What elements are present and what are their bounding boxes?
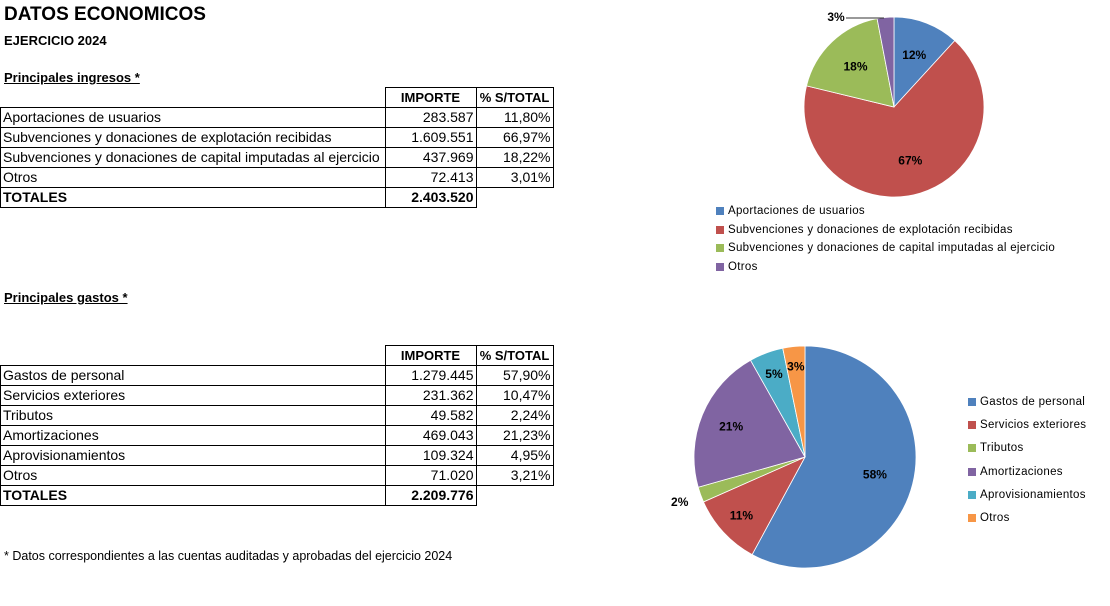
legend-item: Aportaciones de usuarios (716, 202, 1055, 221)
row-pct: 3,21% (475, 465, 554, 486)
pie-data-label: 5% (765, 367, 783, 381)
legend-item: Aprovisionamientos (968, 483, 1086, 506)
gastos-pie-chart: 58% 11% 2% 21% 5% 3% (671, 345, 917, 569)
legend-swatch (968, 444, 976, 453)
row-pct: 10,47% (475, 385, 554, 406)
legend-item: Subvenciones y donaciones de explotación… (716, 221, 1055, 240)
legend-label: Gastos de personal (980, 395, 1086, 408)
row-importe: 109.324 (384, 445, 477, 466)
legend-swatch (968, 420, 976, 429)
legend-item: Servicios exteriores (968, 413, 1086, 436)
row-label: Gastos de personal (0, 365, 386, 386)
legend-swatch (968, 467, 976, 476)
pie-slice (806, 18, 895, 108)
totals-label: TOTALES (0, 485, 386, 506)
legend-swatch (716, 244, 724, 253)
row-label: Subvenciones y donaciones de explotación… (0, 127, 386, 148)
col-pct: % S/TOTAL (475, 345, 554, 366)
pie-slice (893, 16, 956, 109)
totals-value: 2.403.520 (384, 187, 477, 208)
row-importe: 71.020 (384, 465, 477, 486)
ingresos-legend: Aportaciones de usuarios Subvenciones y d… (716, 202, 1055, 276)
table-row: Servicios exteriores 231.362 10,47% (0, 385, 554, 406)
legend-label: Otros (728, 260, 758, 273)
gastos-table: IMPORTE% S/TOTAL Gastos de personal 1.279… (0, 345, 554, 506)
table-row: Subvenciones y donaciones de explotación… (0, 127, 554, 148)
row-pct: 3,01% (475, 167, 554, 188)
table-row: Subvenciones y donaciones de capital imp… (0, 147, 554, 168)
ingresos-table: IMPORTE% S/TOTAL Aportaciones de usuario… (0, 87, 554, 208)
pie-data-label: 67% (898, 153, 922, 167)
pie-slice (693, 359, 806, 488)
row-importe: 49.582 (384, 405, 477, 426)
pie-data-label: 3% (787, 359, 805, 373)
legend-label: Subvenciones y donaciones de capital imp… (728, 242, 1056, 255)
row-label: Amortizaciones (0, 425, 386, 446)
legend-item: Tributos (968, 437, 1086, 460)
row-importe: 231.362 (384, 385, 477, 406)
totals-label: TOTALES (0, 187, 386, 208)
footnote: * Datos correspondientes a las cuentas a… (4, 549, 453, 563)
gastos-heading: Principales gastos * (4, 290, 128, 305)
table-row: Amortizaciones 469.043 21,23% (0, 425, 554, 446)
pie-data-label: 3% (827, 10, 845, 24)
col-importe: IMPORTE (384, 87, 477, 108)
legend-swatch (968, 514, 976, 523)
totals-row: TOTALES 2.403.520 (0, 187, 554, 208)
row-label: Servicios exteriores (0, 385, 386, 406)
pie-data-label: 11% (730, 509, 754, 523)
row-pct: 4,95% (475, 445, 554, 466)
legend-label: Tributos (980, 442, 1024, 455)
legend-swatch (716, 207, 724, 216)
row-label: Aprovisionamientos (0, 445, 386, 466)
pie-data-label: 18% (843, 60, 867, 74)
pie-data-label: 12% (902, 48, 926, 62)
pie-data-label: 2% (671, 495, 689, 509)
ingresos-pie-chart: 12% 67% 18% 3% (803, 10, 985, 198)
row-importe: 1.609.551 (384, 127, 477, 148)
pie-data-label: 58% (863, 468, 887, 482)
legend-swatch (716, 262, 724, 271)
legend-label: Servicios exteriores (980, 418, 1087, 431)
legend-item: Otros (716, 258, 1055, 277)
legend-swatch (968, 397, 976, 406)
row-importe: 283.587 (384, 107, 477, 128)
pie-data-label: 21% (719, 420, 743, 434)
gastos-legend: Gastos de personal Servicios exteriores Tr… (968, 390, 1086, 530)
pie-slice (782, 345, 806, 458)
row-label: Aportaciones de usuarios (0, 107, 386, 128)
legend-label: Amortizaciones (980, 465, 1063, 478)
row-pct: 2,24% (475, 405, 554, 426)
legend-item: Subvenciones y donaciones de capital imp… (716, 239, 1055, 258)
row-pct: 57,90% (475, 365, 554, 386)
legend-swatch (968, 490, 976, 499)
legend-item: Otros (968, 506, 1086, 529)
pie-slice (751, 345, 917, 569)
row-pct: 21,23% (475, 425, 554, 446)
legend-label: Aprovisionamientos (980, 488, 1086, 501)
totals-row: TOTALES 2.209.776 (0, 485, 554, 506)
pie-slice (876, 16, 895, 108)
legend-label: Aportaciones de usuarios (728, 205, 865, 218)
legend-item: Gastos de personal (968, 390, 1086, 413)
ingresos-heading: Principales ingresos * (4, 70, 140, 85)
row-label: Subvenciones y donaciones de capital imp… (0, 147, 386, 168)
row-pct: 66,97% (475, 127, 554, 148)
pie-slice (702, 456, 806, 556)
pie-slice (803, 40, 985, 198)
page-subtitle: EJERCICIO 2024 (4, 33, 107, 48)
table-row: Otros 72.413 3,01% (0, 167, 554, 188)
col-pct: % S/TOTAL (475, 87, 554, 108)
legend-item: Amortizaciones (968, 460, 1086, 483)
legend-label: Otros (980, 512, 1010, 525)
table-row: Aprovisionamientos 109.324 4,95% (0, 445, 554, 466)
row-pct: 18,22% (475, 147, 554, 168)
legend-swatch (716, 225, 724, 234)
table-row: Gastos de personal 1.279.445 57,90% (0, 365, 554, 386)
page-title: DATOS ECONOMICOS (4, 4, 206, 25)
legend-label: Subvenciones y donaciones de explotación… (728, 223, 1013, 236)
totals-value: 2.209.776 (384, 485, 477, 506)
